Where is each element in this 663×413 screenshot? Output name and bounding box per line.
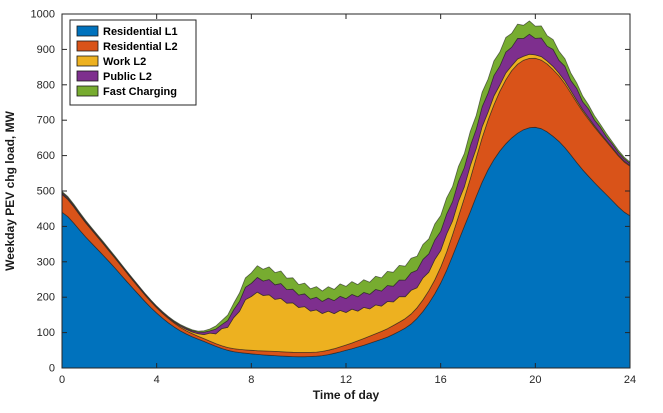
y-tick-label: 200 [37, 292, 55, 304]
y-tick-label: 400 [37, 221, 55, 233]
legend-swatch [76, 85, 99, 97]
legend-swatch [76, 40, 99, 52]
y-tick-label: 800 [37, 79, 55, 91]
legend-item-fast-charging: Fast Charging [76, 85, 177, 98]
x-tick-label: 8 [248, 374, 254, 386]
y-tick-label: 0 [49, 363, 55, 375]
legend-label: Public L2 [103, 71, 152, 83]
x-tick-label: 16 [435, 374, 447, 386]
legend-label: Fast Charging [103, 86, 177, 98]
area-layers [61, 20, 631, 369]
x-tick-label: 24 [624, 374, 636, 386]
legend-swatch [76, 55, 99, 67]
y-tick-label: 100 [37, 327, 55, 339]
axis-ticks [61, 13, 631, 369]
legend-item-residential-l1: Residential L1 [76, 25, 178, 38]
x-tick-label: 20 [529, 374, 541, 386]
y-axis-label: Weekday PEV chg load, MW [3, 110, 17, 270]
y-tick-label: 700 [37, 115, 55, 127]
y-tick-label: 600 [37, 150, 55, 162]
tick-labels: 0 4 8 12 16 20 24 0 100 200 300 400 500 600 700 800 900 1… [31, 9, 637, 387]
y-tick-label: 1000 [31, 9, 55, 21]
legend-label: Work L2 [103, 56, 146, 68]
legend: Residential L1 Residential L2 Work L2 Publi… [69, 19, 197, 106]
x-tick-label: 12 [340, 374, 352, 386]
y-tick-label: 900 [37, 44, 55, 56]
legend-item-residential-l2: Residential L2 [76, 40, 178, 53]
y-tick-label: 300 [37, 256, 55, 268]
x-tick-label: 4 [154, 374, 160, 386]
y-tick-label: 500 [37, 186, 55, 198]
x-axis-label: Time of day [313, 388, 380, 402]
legend-item-work-l2: Work L2 [76, 55, 146, 68]
legend-swatch [76, 25, 99, 37]
x-tick-label: 0 [59, 374, 65, 386]
legend-label: Residential L1 [103, 26, 178, 38]
legend-item-public-l2: Public L2 [76, 70, 152, 83]
legend-label: Residential L2 [103, 41, 178, 53]
legend-swatch [76, 70, 99, 82]
